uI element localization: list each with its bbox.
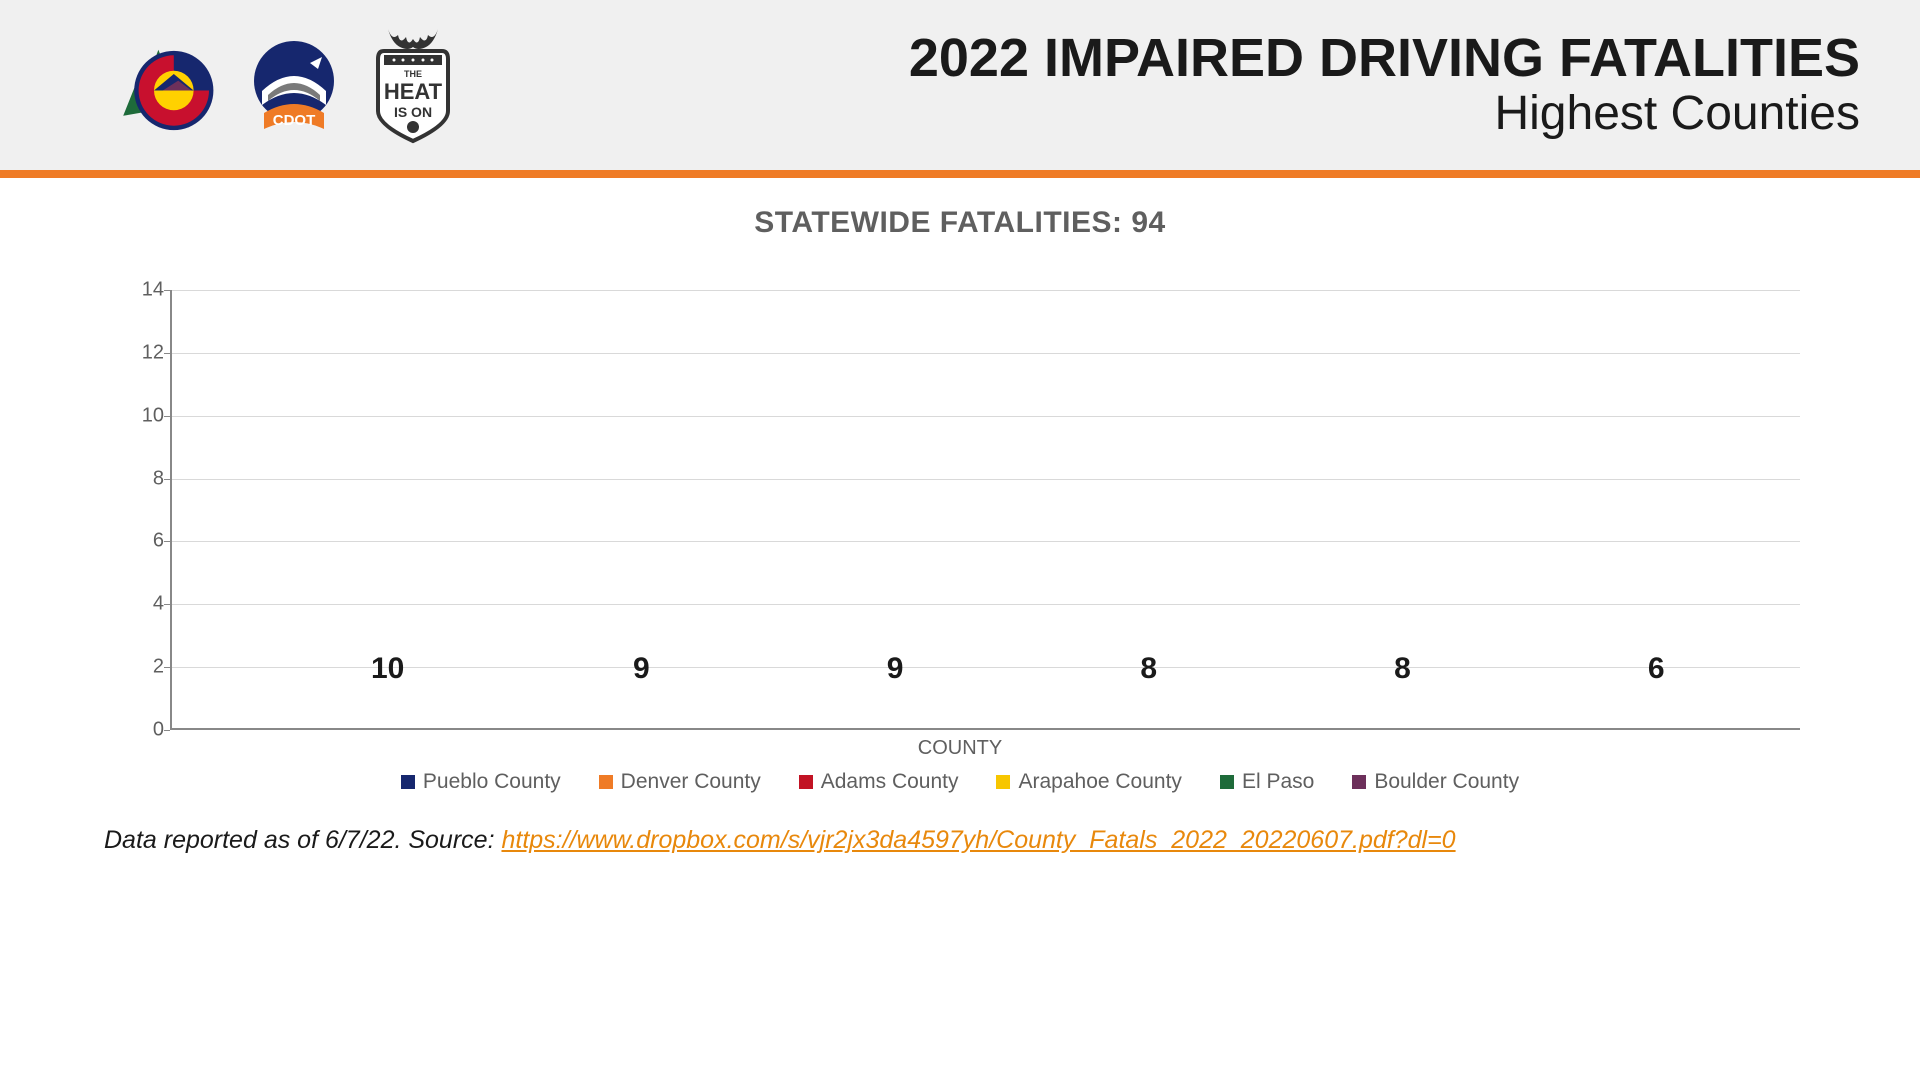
bar-value-label: 8 bbox=[1284, 652, 1520, 690]
legend-label: Adams County bbox=[821, 770, 959, 794]
data-source-footer: Data reported as of 6/7/22. Source: http… bbox=[100, 826, 1820, 855]
svg-text:HEAT: HEAT bbox=[384, 79, 443, 104]
footer-prefix: Data reported as of 6/7/22. Source: bbox=[104, 826, 501, 854]
accent-rule bbox=[0, 170, 1920, 178]
page-title: 2022 IMPAIRED DRIVING FATALITIES bbox=[909, 29, 1860, 88]
y-tick-label: 4 bbox=[130, 593, 164, 616]
header-bar: CDOT THE HEAT IS ON 2022 IMPAIRED DRIVIN… bbox=[0, 0, 1920, 170]
bar-value-label: 8 bbox=[1031, 652, 1267, 690]
bar-value-label: 6 bbox=[1538, 652, 1774, 690]
legend-label: Arapahoe County bbox=[1018, 770, 1181, 794]
legend-item: Adams County bbox=[799, 770, 959, 794]
legend-swatch bbox=[1220, 775, 1234, 789]
y-tick-label: 14 bbox=[130, 279, 164, 302]
legend-label: El Paso bbox=[1242, 770, 1314, 794]
fatalities-bar-chart: 02468101214 1099886 COUNTY bbox=[100, 280, 1820, 760]
content-area: STATEWIDE FATALITIES: 94 02468101214 109… bbox=[0, 178, 1920, 855]
colorado-logo-icon bbox=[110, 30, 220, 140]
y-tick-label: 2 bbox=[130, 656, 164, 679]
svg-text:THE: THE bbox=[404, 69, 422, 79]
page-subtitle: Highest Counties bbox=[909, 88, 1860, 141]
heat-is-on-logo-icon: THE HEAT IS ON bbox=[368, 25, 458, 145]
legend-label: Denver County bbox=[621, 770, 761, 794]
legend-swatch bbox=[401, 775, 415, 789]
legend-swatch bbox=[996, 775, 1010, 789]
legend-swatch bbox=[1352, 775, 1366, 789]
cdot-logo-icon: CDOT bbox=[244, 35, 344, 135]
statewide-fatalities-label: STATEWIDE FATALITIES: 94 bbox=[100, 206, 1820, 240]
y-tick-label: 12 bbox=[130, 341, 164, 364]
logo-group: CDOT THE HEAT IS ON bbox=[110, 25, 458, 145]
legend-label: Boulder County bbox=[1374, 770, 1519, 794]
legend-item: Boulder County bbox=[1352, 770, 1519, 794]
legend-swatch bbox=[599, 775, 613, 789]
legend-item: Pueblo County bbox=[401, 770, 561, 794]
chart-legend: Pueblo County Denver County Adams County Ar… bbox=[100, 770, 1820, 794]
y-tick-label: 8 bbox=[130, 467, 164, 490]
svg-text:CDOT: CDOT bbox=[273, 112, 316, 129]
legend-item: El Paso bbox=[1220, 770, 1314, 794]
legend-swatch bbox=[799, 775, 813, 789]
bar-value-label: 9 bbox=[523, 652, 759, 690]
title-block: 2022 IMPAIRED DRIVING FATALITIES Highest… bbox=[909, 29, 1860, 141]
y-tick-label: 6 bbox=[130, 530, 164, 553]
y-tick-label: 10 bbox=[130, 404, 164, 427]
bar-value-label: 10 bbox=[270, 652, 506, 690]
bar-value-label: 9 bbox=[777, 652, 1013, 690]
x-axis-title: COUNTY bbox=[100, 737, 1820, 760]
source-link[interactable]: https://www.dropbox.com/s/vjr2jx3da4597y… bbox=[501, 826, 1455, 854]
legend-item: Arapahoe County bbox=[996, 770, 1181, 794]
legend-label: Pueblo County bbox=[423, 770, 561, 794]
legend-item: Denver County bbox=[599, 770, 761, 794]
svg-text:IS ON: IS ON bbox=[394, 104, 432, 120]
